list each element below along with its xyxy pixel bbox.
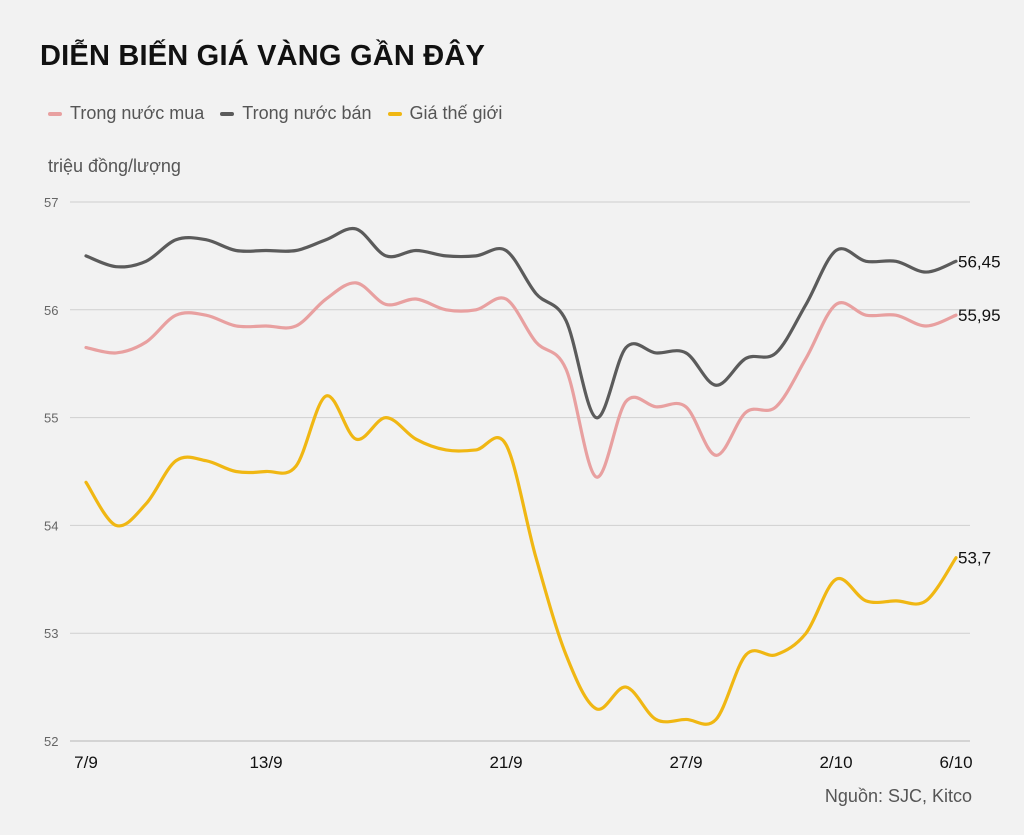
y-tick-label: 56: [44, 303, 58, 318]
y-tick-label: 55: [44, 411, 58, 426]
end-value-label: 56,45: [958, 252, 1001, 271]
x-tick-label: 13/9: [249, 753, 282, 772]
legend-swatch-world: [387, 111, 402, 116]
legend-swatch-buy: [48, 111, 62, 116]
chart-title: DIỄN BIẾN GIÁ VÀNG GẦN ĐÂY: [40, 40, 486, 72]
legend-swatch-sell: [220, 111, 235, 116]
source-note: Nguồn: SJC, Kitco: [824, 786, 972, 806]
x-tick-label: 21/9: [489, 753, 522, 772]
legend-label-sell: Trong nước bán: [242, 103, 372, 123]
legend-item-world: Giá thế giới: [387, 103, 503, 124]
x-tick-label: 7/9: [74, 753, 98, 772]
legend-item-buy: Trong nước mua: [48, 103, 204, 124]
y-axis-unit-label: triệu đồng/lượng: [48, 156, 181, 176]
series-line-sell: [84, 226, 958, 420]
y-tick-label: 57: [44, 195, 58, 210]
legend-item-sell: Trong nước bán: [220, 103, 372, 124]
series-line-world: [84, 394, 958, 726]
legend-label-world: Giá thế giới: [409, 103, 503, 123]
y-tick-label: 54: [44, 518, 58, 533]
series-line-buy: [84, 281, 958, 479]
y-tick-label: 52: [44, 734, 58, 749]
x-tick-label: 6/10: [939, 753, 972, 772]
x-tick-label: 27/9: [669, 753, 702, 772]
end-value-label: 55,95: [958, 306, 1001, 325]
end-value-label: 53,7: [958, 549, 991, 568]
legend-label-buy: Trong nước mua: [70, 103, 205, 123]
y-tick-label: 53: [44, 626, 58, 641]
x-tick-label: 2/10: [819, 753, 852, 772]
chart-legend: Trong nước mua Trong nước bán Giá thế gi…: [48, 103, 518, 124]
